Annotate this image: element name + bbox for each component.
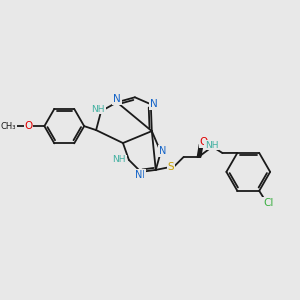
Text: N: N: [137, 170, 145, 180]
Text: NH: NH: [91, 105, 105, 114]
Text: S: S: [167, 162, 174, 172]
Text: N: N: [159, 146, 166, 156]
Text: NH: NH: [205, 140, 218, 149]
Text: N: N: [150, 99, 158, 109]
Text: O: O: [24, 121, 33, 131]
Text: O: O: [200, 137, 208, 147]
Text: Cl: Cl: [263, 198, 273, 208]
Text: N: N: [113, 94, 121, 104]
Text: CH₃: CH₃: [1, 122, 16, 130]
Text: NH: NH: [112, 155, 126, 164]
Text: N: N: [135, 170, 142, 180]
